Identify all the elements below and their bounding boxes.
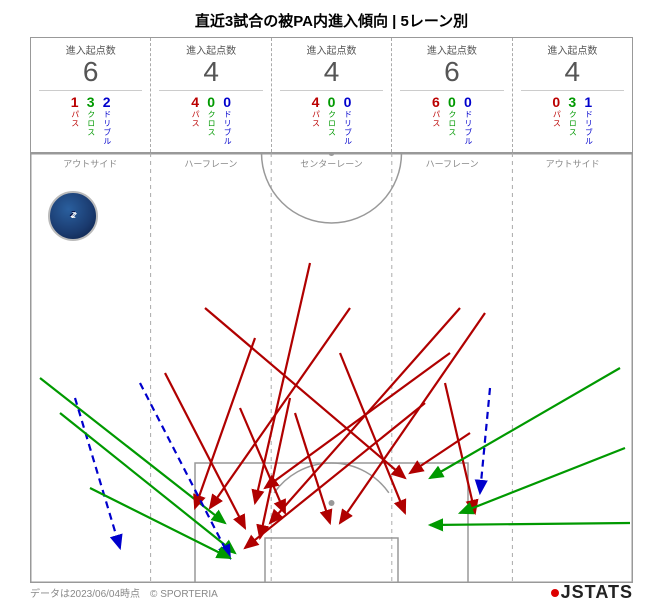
stat-breakdown: 0パス 3クロス 1ドリブル xyxy=(515,95,630,146)
bd-pass: 0パス xyxy=(552,95,560,146)
stat-label: 進入起点数 xyxy=(515,42,630,57)
stat-divider xyxy=(39,90,142,91)
bd-cross: 3クロス xyxy=(568,95,576,146)
bd-pass: 4パス xyxy=(191,95,199,146)
lane-stat-2: 進入起点数 4 4パス 0クロス 0ドリブル xyxy=(272,38,392,152)
bd-dribble: 1ドリブル xyxy=(584,95,592,146)
stat-breakdown: 4パス 0クロス 0ドリブル xyxy=(274,95,389,146)
lane-labels: アウトサイドハーフレーンセンターレーンハーフレーンアウトサイド xyxy=(30,157,633,170)
stat-total: 4 xyxy=(515,57,630,88)
lane-name-0: アウトサイド xyxy=(30,157,151,170)
stat-breakdown: 4パス 0クロス 0ドリブル xyxy=(153,95,268,146)
bd-pass: 4パス xyxy=(312,95,320,146)
stat-total: 6 xyxy=(33,57,148,88)
bd-cross: 0クロス xyxy=(328,95,336,146)
stat-label: 進入起点数 xyxy=(394,42,509,57)
footer-credit: データは2023/06/04時点 © SPORTERIA xyxy=(30,585,218,600)
lane-stat-3: 進入起点数 6 6パス 0クロス 0ドリブル xyxy=(392,38,512,152)
lane-stat-0: 進入起点数 6 1パス 3クロス 2ドリブル xyxy=(31,38,151,152)
chart-title: 直近3試合の被PA内進入傾向 | 5レーン別 xyxy=(0,0,663,37)
lane-name-4: アウトサイド xyxy=(512,157,633,170)
stat-label: 進入起点数 xyxy=(33,42,148,57)
stat-divider xyxy=(280,90,383,91)
stat-total: 4 xyxy=(153,57,268,88)
brand-dot-icon xyxy=(551,589,559,597)
stat-breakdown: 1パス 3クロス 2ドリブル xyxy=(33,95,148,146)
bd-cross: 0クロス xyxy=(448,95,456,146)
container: 直近3試合の被PA内進入傾向 | 5レーン別 進入起点数 6 1パス 3クロス … xyxy=(0,0,663,611)
footer: データは2023/06/04時点 © SPORTERIA J STATS xyxy=(0,582,663,603)
stat-total: 4 xyxy=(274,57,389,88)
bd-cross: 3クロス xyxy=(87,95,95,146)
bd-dribble: 2ドリブル xyxy=(103,95,111,146)
lane-stats-row: 進入起点数 6 1パス 3クロス 2ドリブル 進入起点数 4 4パス 0クロス … xyxy=(30,37,633,153)
stat-total: 6 xyxy=(394,57,509,88)
stat-divider xyxy=(159,90,262,91)
lane-name-1: ハーフレーン xyxy=(151,157,272,170)
stat-breakdown: 6パス 0クロス 0ドリブル xyxy=(394,95,509,146)
bd-dribble: 0ドリブル xyxy=(223,95,231,146)
stat-divider xyxy=(400,90,503,91)
brand-j: J xyxy=(561,582,572,603)
bd-pass: 1パス xyxy=(71,95,79,146)
pitch-svg xyxy=(30,153,633,583)
lane-stat-1: 進入起点数 4 4パス 0クロス 0ドリブル xyxy=(151,38,271,152)
lane-stat-4: 進入起点数 4 0パス 3クロス 1ドリブル xyxy=(513,38,632,152)
stat-label: 進入起点数 xyxy=(274,42,389,57)
lane-name-3: ハーフレーン xyxy=(392,157,513,170)
lane-name-2: センターレーン xyxy=(271,157,392,170)
pitch-wrap: アウトサイドハーフレーンセンターレーンハーフレーンアウトサイド Z xyxy=(30,153,633,583)
bd-cross: 0クロス xyxy=(207,95,215,146)
team-logo: Z xyxy=(48,191,98,241)
bd-pass: 6パス xyxy=(432,95,440,146)
brand-stats: STATS xyxy=(572,582,633,603)
stat-divider xyxy=(521,90,624,91)
team-logo-text: Z xyxy=(70,212,76,219)
bd-dribble: 0ドリブル xyxy=(464,95,472,146)
stat-label: 進入起点数 xyxy=(153,42,268,57)
footer-brand: J STATS xyxy=(551,582,633,603)
bd-dribble: 0ドリブル xyxy=(344,95,352,146)
